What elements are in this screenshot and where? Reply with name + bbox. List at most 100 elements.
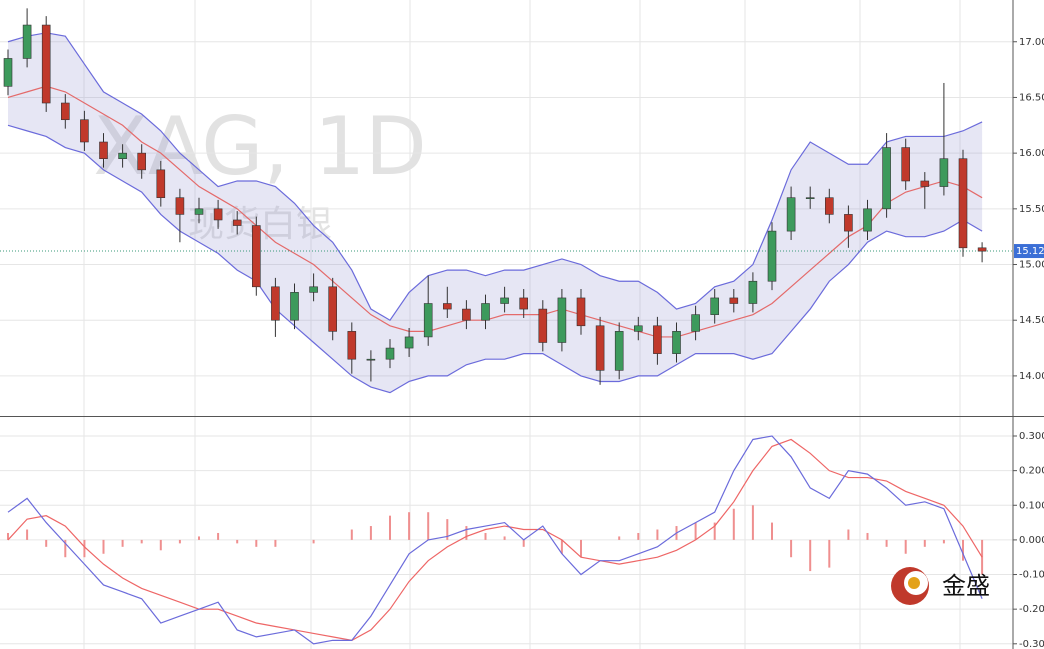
histogram-bar xyxy=(560,539,563,554)
vertical-grid xyxy=(83,0,961,649)
histogram-bar xyxy=(522,539,525,547)
candle-body xyxy=(633,325,643,332)
candle-body xyxy=(404,336,414,349)
logo: 金盛 xyxy=(891,567,990,605)
histogram-bar xyxy=(694,522,697,540)
histogram-bar xyxy=(713,522,716,540)
candle-body xyxy=(3,58,13,87)
last-price-box xyxy=(1014,244,1044,259)
y-tick-label: 16.50 xyxy=(1019,92,1044,103)
y-tick-label: 0.100 xyxy=(1019,500,1044,511)
candle-body xyxy=(901,147,911,182)
histogram-bar xyxy=(178,539,181,544)
candle-body xyxy=(213,208,223,221)
candle-body xyxy=(939,158,949,187)
histogram-bar xyxy=(389,515,391,540)
candle-body xyxy=(309,286,318,293)
candle-body xyxy=(958,158,968,249)
histogram-bar xyxy=(198,536,200,540)
histogram-bar xyxy=(809,539,812,572)
histogram-bar xyxy=(618,536,621,540)
middle-band xyxy=(7,85,983,338)
y-tick-label: 17.00 xyxy=(1019,37,1044,48)
candle-body xyxy=(442,303,452,310)
candle-body xyxy=(595,325,605,371)
y-tick-label: 0.200 xyxy=(1019,466,1044,477)
histogram-bar xyxy=(159,539,162,551)
candle-body xyxy=(118,152,127,160)
histogram-bar xyxy=(637,532,640,540)
candle-body xyxy=(557,297,567,343)
histogram-bar xyxy=(732,508,735,540)
histogram-bar xyxy=(446,519,449,540)
candle-body xyxy=(710,297,720,315)
histogram-bar xyxy=(255,539,258,547)
candle-body xyxy=(844,214,853,232)
candle-body xyxy=(748,280,758,304)
histogram-bar xyxy=(140,539,143,544)
y-tick-label: 16.00 xyxy=(1019,148,1044,159)
macd-line xyxy=(7,435,983,645)
candle-body xyxy=(137,152,146,171)
candle-body xyxy=(271,286,280,321)
candle-body xyxy=(423,303,433,338)
candle-body xyxy=(41,24,51,104)
histogram-bar xyxy=(828,539,831,568)
histogram-bar xyxy=(503,536,506,540)
y-tick-label: -0.100 xyxy=(1019,570,1044,581)
histogram-bar xyxy=(312,539,315,544)
y-tick-label: 0.300 xyxy=(1019,431,1044,442)
candle-body xyxy=(366,358,376,361)
histogram-bar xyxy=(771,522,773,540)
y-tick-label: 14.50 xyxy=(1019,315,1044,326)
histogram-bar xyxy=(121,539,124,547)
y-tick-label: 15.00 xyxy=(1019,260,1044,271)
histogram-bar xyxy=(274,539,277,547)
candle-body xyxy=(232,219,242,226)
signal-line xyxy=(7,438,983,641)
candle-body xyxy=(691,314,700,332)
candle-body xyxy=(80,119,89,143)
candle-body xyxy=(614,331,624,371)
candle-body xyxy=(863,208,872,232)
histogram-bar xyxy=(7,532,9,540)
candle-body xyxy=(22,24,32,59)
histogram-bar xyxy=(83,539,86,558)
candle-body xyxy=(328,286,338,332)
candle-body xyxy=(672,331,681,354)
y-tick-label: 14.00 xyxy=(1019,371,1044,382)
candle-body xyxy=(500,297,509,304)
histogram-bar xyxy=(45,539,48,547)
candle-body xyxy=(786,197,796,232)
candle-body xyxy=(729,297,739,304)
y-tick-label: -0.300 xyxy=(1019,639,1044,649)
candle-body xyxy=(462,308,471,321)
candle-body xyxy=(920,180,930,187)
logo-text: 金盛 xyxy=(942,572,990,600)
histogram-bar xyxy=(217,532,220,540)
candle-body xyxy=(576,297,586,327)
histogram-bar xyxy=(102,539,105,554)
price-panel: 14.00 14.50 15.00 15.50 16.00 16.50 17.00 15.12… xyxy=(0,8,1044,394)
histogram-bar xyxy=(26,529,29,540)
histogram-bar xyxy=(427,512,430,540)
histogram-bar xyxy=(885,539,888,547)
candle-body xyxy=(290,292,299,321)
histogram-bar xyxy=(790,539,793,558)
histogram-bar xyxy=(942,539,945,544)
last-price-label: 15.121 xyxy=(1016,246,1044,257)
y-tick-label: 15.50 xyxy=(1019,204,1044,215)
y-tick-label: -0.200 xyxy=(1019,604,1044,615)
candle-body xyxy=(653,325,662,354)
histogram-bar xyxy=(580,539,582,558)
y-tick-label: 0.000 xyxy=(1019,535,1044,546)
candle-body xyxy=(385,347,395,360)
histogram-bar xyxy=(484,532,487,540)
candle-body xyxy=(805,197,815,199)
histogram-bar xyxy=(408,512,411,540)
histogram-bar xyxy=(751,505,754,540)
histogram-bar xyxy=(369,526,372,540)
candle-body xyxy=(977,247,987,252)
macd-panel: -0.300 -0.200 -0.100 0.000 0.100 0.200 0.300 xyxy=(0,431,1044,649)
histogram-bar xyxy=(847,529,850,540)
